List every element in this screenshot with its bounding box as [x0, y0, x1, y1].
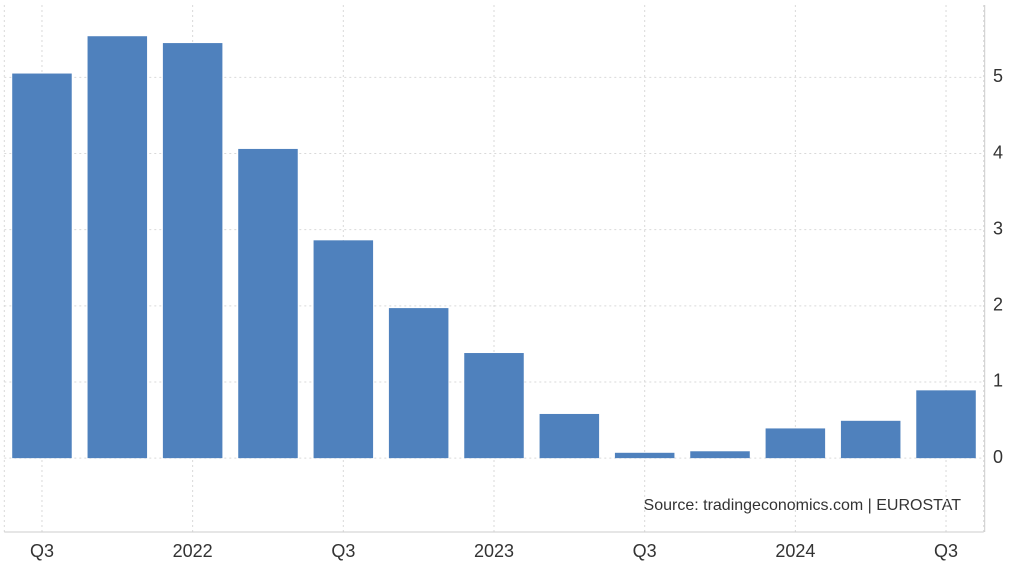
x-tick-label: 2022 — [173, 541, 213, 561]
y-tick-label: 2 — [993, 295, 1003, 315]
bar — [87, 36, 148, 459]
bar — [916, 390, 976, 459]
bar — [690, 451, 750, 459]
x-tick-label: 2024 — [775, 541, 815, 561]
x-tick-label: Q3 — [633, 541, 657, 561]
y-tick-label: 4 — [993, 142, 1003, 162]
y-tick-label: 5 — [993, 66, 1003, 86]
source-annotation: Source: tradingeconomics.com | EUROSTAT — [644, 497, 962, 514]
x-tick-label: Q3 — [331, 541, 355, 561]
bar — [765, 428, 826, 459]
y-tick-label: 3 — [993, 218, 1003, 238]
y-tick-label: 0 — [993, 447, 1003, 467]
x-tick-label: Q3 — [934, 541, 958, 561]
bar — [313, 240, 374, 459]
bar — [388, 308, 449, 459]
bar — [614, 452, 675, 459]
x-tick-label: Q3 — [30, 541, 54, 561]
bar — [238, 148, 298, 459]
bar — [539, 413, 600, 459]
bar — [12, 73, 72, 459]
bar — [840, 420, 901, 459]
x-tick-label: 2023 — [474, 541, 514, 561]
bar — [464, 353, 524, 459]
y-tick-label: 1 — [993, 371, 1003, 391]
bar — [162, 43, 223, 459]
